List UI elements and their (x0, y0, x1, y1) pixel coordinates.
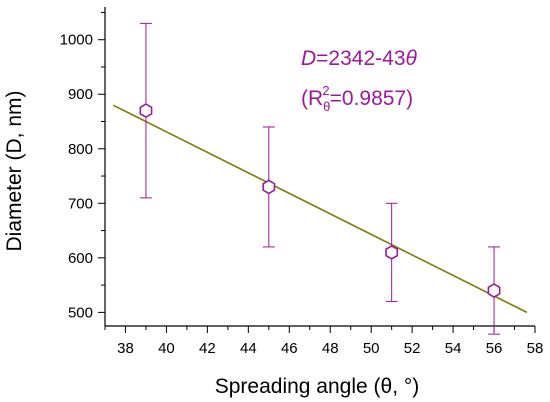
data-point-marker (385, 244, 399, 260)
r2-subscript: θ (323, 99, 330, 114)
x-tick-label: 56 (486, 340, 503, 357)
y-tick-label: 600 (68, 250, 93, 267)
fit-equation: D=2342-43θ (301, 47, 418, 70)
data-point-marker (139, 103, 153, 119)
y-tick-label: 900 (68, 86, 93, 103)
x-tick-label: 42 (199, 340, 216, 357)
x-tick-label: 46 (281, 340, 298, 357)
axes (104, 7, 535, 327)
x-tick-label: 50 (363, 340, 380, 357)
y-axis-ticks: 500 600 700 800 900 1000 (60, 11, 105, 321)
r2-open: (R (301, 87, 323, 110)
x-tick-label: 54 (445, 340, 462, 357)
fit-layer (112, 104, 528, 314)
y-tick-label: 700 (68, 195, 93, 212)
r2-superscript: 2 (322, 83, 329, 98)
fit-equation-var: θ (406, 47, 418, 70)
x-tick-label: 40 (158, 340, 175, 357)
x-axis-ticks: 38 40 42 44 46 48 50 52 54 56 58 (104, 326, 544, 357)
x-tick-label: 52 (404, 340, 421, 357)
x-axis-label: Spreading angle (θ, °) (215, 375, 420, 398)
fit-equation-lhs: D (301, 47, 316, 70)
x-tick-label: 44 (240, 340, 257, 357)
x-tick-label: 38 (117, 340, 134, 357)
fit-line (112, 104, 528, 314)
y-tick-label: 1000 (60, 32, 93, 49)
x-tick-label: 48 (322, 340, 339, 357)
data-point-marker (262, 179, 276, 195)
fit-equation-rhs: =2342-43 (316, 47, 405, 70)
y-tick-label: 500 (68, 304, 93, 321)
data-point-marker (487, 283, 501, 298)
x-tick-label: 58 (527, 340, 544, 357)
fit-r-squared: (Rθ2=0.9857) (301, 83, 413, 114)
r2-rest: =0.9857) (330, 87, 414, 110)
data-markers (139, 103, 501, 298)
y-tick-label: 800 (68, 141, 93, 158)
y-axis-label: Diameter (D, nm) (3, 90, 26, 251)
